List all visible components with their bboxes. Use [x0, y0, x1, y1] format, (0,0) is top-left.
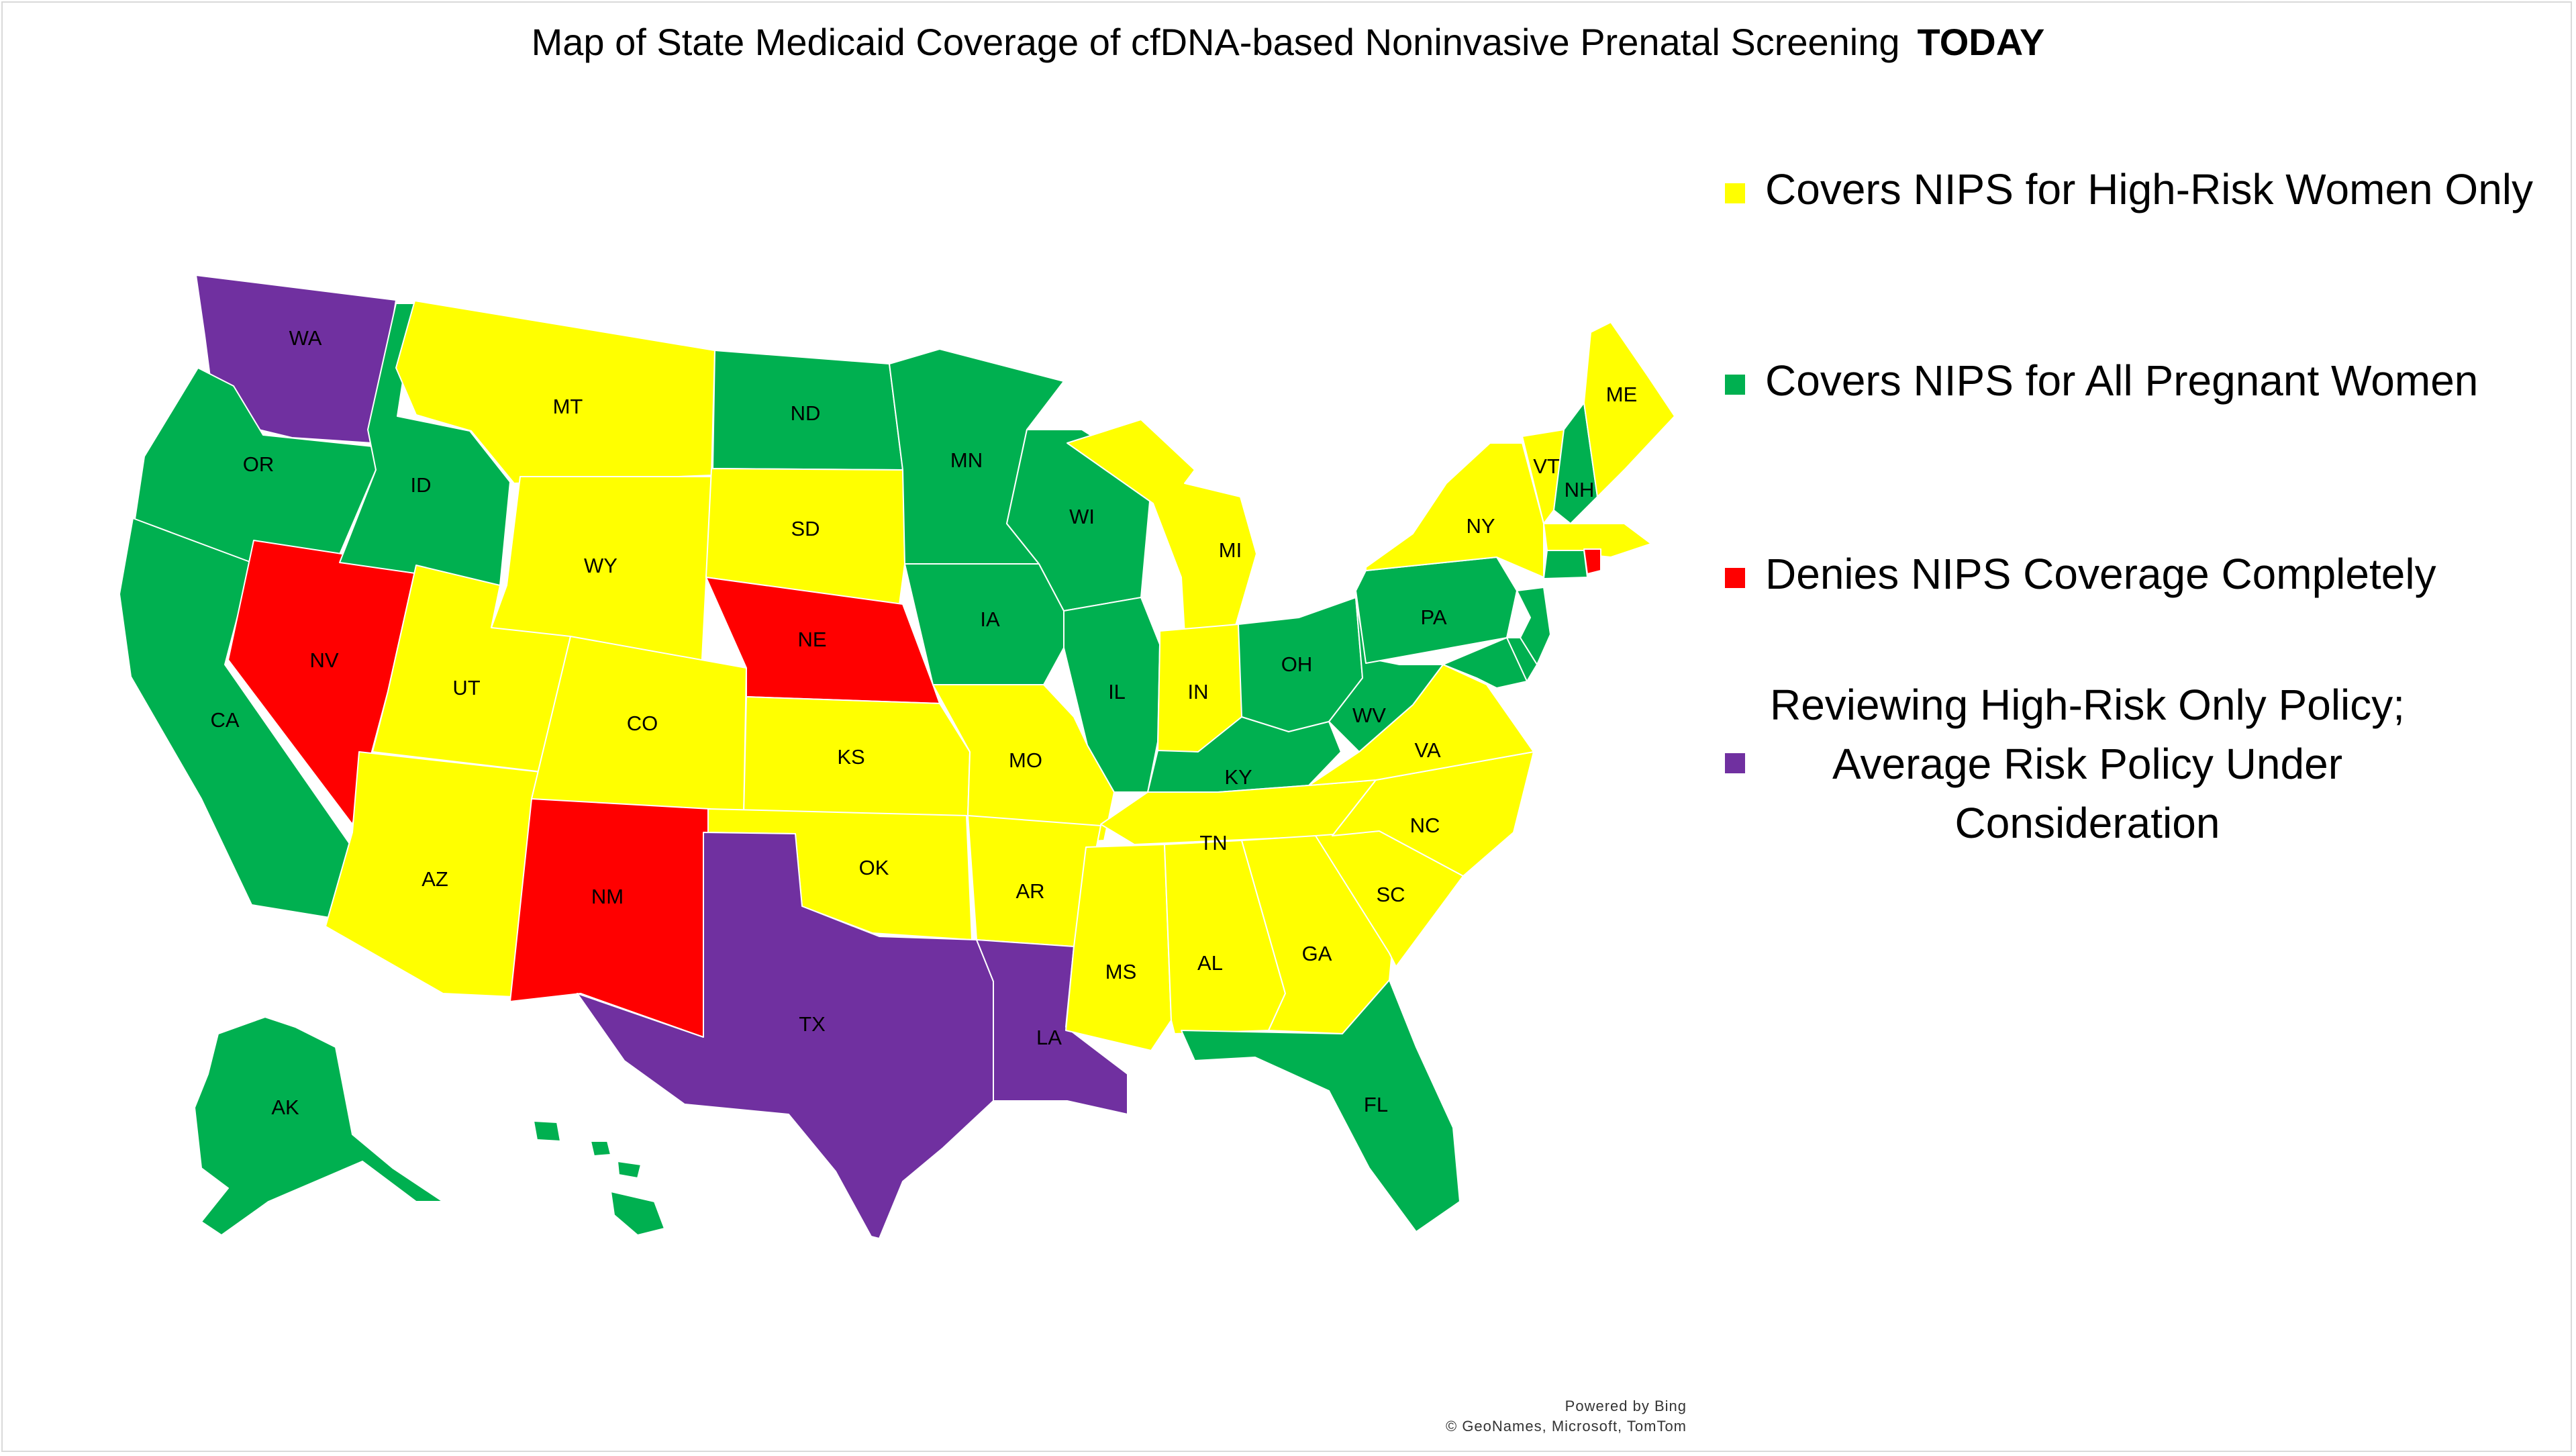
state-tx	[577, 832, 994, 1239]
legend-label-all-pregnant: Covers NIPS for All Pregnant Women	[1765, 356, 2479, 405]
state-ri	[1583, 548, 1601, 575]
state-label-nv: NV	[309, 648, 338, 672]
legend-swatch-denies	[1725, 568, 1745, 588]
state-label-mn: MN	[950, 448, 983, 472]
legend-label-denies: Denies NIPS Coverage Completely	[1765, 550, 2436, 598]
state-label-nc: NC	[1410, 814, 1440, 837]
state-ny	[1365, 442, 1544, 578]
legend-reviewing-line-2: Average Risk Policy Under	[1832, 740, 2343, 788]
state-label-il: IL	[1108, 680, 1126, 703]
state-label-al: AL	[1197, 951, 1223, 975]
state-mo	[932, 684, 1115, 843]
state-label-me: ME	[1606, 383, 1638, 406]
credit-powered-by: Powered by Bing	[1565, 1398, 1687, 1414]
state-nh	[1553, 402, 1598, 524]
state-label-ks: KS	[837, 745, 864, 769]
state-hi	[533, 1120, 665, 1236]
state-label-sc: SC	[1376, 883, 1405, 906]
map-credit: Powered by Bing © GeoNames, Microsoft, T…	[1446, 1396, 1687, 1437]
state-label-wv: WV	[1352, 703, 1386, 727]
state-label-ga: GA	[1302, 942, 1332, 965]
state-label-oh: OH	[1281, 652, 1313, 676]
state-label-co: CO	[627, 712, 658, 735]
state-label-ak: AK	[271, 1096, 299, 1119]
legend-reviewing-line-3: Consideration	[1954, 799, 2220, 847]
state-label-nm: NM	[591, 885, 624, 908]
state-label-la: LA	[1036, 1026, 1062, 1049]
state-label-mi: MI	[1219, 538, 1242, 562]
state-label-ne: NE	[797, 628, 826, 651]
state-label-in: IN	[1188, 680, 1209, 703]
state-label-wi: WI	[1069, 505, 1095, 528]
state-label-nh: NH	[1565, 478, 1595, 501]
state-ak	[194, 1016, 444, 1236]
state-label-nd: ND	[791, 401, 821, 425]
legend-label-high-risk: Covers NIPS for High-Risk Women Only	[1765, 165, 2533, 213]
state-label-wy: WY	[584, 554, 617, 577]
map-title: Map of State Medicaid Coverage of cfDNA-…	[0, 20, 2576, 64]
state-md	[1442, 637, 1528, 689]
state-label-az: AZ	[422, 867, 448, 891]
state-label-tn: TN	[1199, 831, 1227, 855]
state-nm	[509, 798, 711, 1038]
state-label-or: OR	[243, 452, 275, 476]
state-label-sd: SD	[791, 517, 820, 540]
state-labels-layer: WA OR CA NV ID MT WY UT AZ CO NM ND SD NE KS OK TX MN IA MO…	[210, 326, 1637, 1119]
legend-label-reviewing: Reviewing High-Risk Only Policy; Average…	[1765, 675, 2410, 853]
state-sd	[705, 468, 905, 605]
state-me	[1583, 322, 1675, 497]
state-label-ia: IA	[980, 608, 1000, 631]
state-label-ar: AR	[1015, 879, 1044, 903]
state-label-ut: UT	[452, 676, 480, 699]
state-label-ca: CA	[210, 708, 239, 732]
states-layer	[119, 275, 1675, 1239]
state-wv	[1328, 597, 1444, 753]
state-label-mt: MT	[553, 395, 583, 418]
state-fl	[1181, 979, 1460, 1232]
state-ct	[1543, 550, 1588, 579]
state-label-ms: MS	[1105, 960, 1137, 983]
state-mi	[1067, 419, 1257, 635]
state-label-wa: WA	[289, 326, 322, 350]
state-label-fl: FL	[1364, 1093, 1388, 1116]
title-emphasis: TODAY	[1917, 21, 2045, 63]
state-label-tx: TX	[799, 1012, 826, 1036]
legend-reviewing-line-1: Reviewing High-Risk Only Policy;	[1769, 681, 2406, 729]
state-label-ky: KY	[1224, 765, 1252, 789]
credit-attribution: © GeoNames, Microsoft, TomTom	[1446, 1418, 1687, 1435]
legend-swatch-all-pregnant	[1725, 375, 1745, 395]
state-label-vt: VT	[1533, 454, 1560, 478]
state-label-va: VA	[1414, 738, 1440, 762]
legend-swatch-high-risk	[1725, 183, 1745, 203]
state-label-mo: MO	[1009, 748, 1042, 772]
state-label-ok: OK	[859, 856, 889, 879]
legend-swatch-reviewing	[1725, 753, 1745, 773]
state-label-id: ID	[411, 473, 432, 497]
state-label-ny: NY	[1466, 514, 1495, 538]
title-main: Map of State Medicaid Coverage of cfDNA-…	[531, 21, 1900, 63]
state-label-pa: PA	[1420, 605, 1446, 629]
